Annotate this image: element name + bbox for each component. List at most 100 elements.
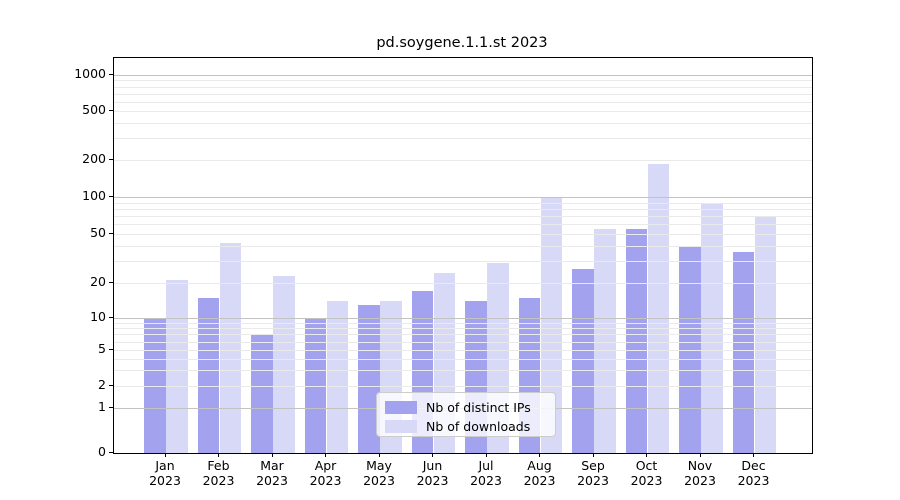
legend-swatch-distinct-ips (385, 401, 417, 414)
x-axis-label-may: May 2023 (339, 458, 419, 488)
bar-downloads-mar (273, 275, 295, 453)
y-axis-label: 1 (98, 399, 106, 414)
y-axis-label: 10 (90, 309, 106, 324)
bar-distinct-ips-mar (251, 334, 273, 453)
bar-distinct-ips-nov (679, 245, 701, 453)
year-label: 2023 (470, 473, 502, 488)
y-axis-label: 5 (98, 341, 106, 356)
year-label: 2023 (737, 473, 770, 488)
year-label: 2023 (309, 473, 342, 488)
year-label: 2023 (630, 473, 663, 488)
y-axis-label: 1000 (74, 66, 106, 81)
gridline-major (114, 197, 812, 198)
gridline-minor (114, 245, 812, 247)
gridline-minor (114, 160, 812, 161)
gridline-minor (114, 216, 812, 218)
year-label: 2023 (363, 473, 395, 488)
y-axis-label: 2 (98, 377, 106, 392)
bar-downloads-apr (326, 301, 349, 453)
gridline-minor (114, 386, 812, 387)
gridline-minor (114, 208, 812, 210)
month-label: Jan (155, 458, 175, 473)
x-axis-label-feb: Feb 2023 (179, 458, 259, 488)
gridline-minor (114, 224, 812, 226)
x-axis-tick (592, 453, 594, 457)
year-label: 2023 (684, 473, 716, 488)
month-label: Jun (422, 458, 443, 473)
month-label: May (366, 458, 392, 473)
x-axis-label-jun: Jun 2023 (393, 458, 473, 488)
gridline-minor (114, 202, 812, 204)
month-label: Sep (581, 458, 605, 473)
gridline-major (114, 75, 812, 76)
bar-distinct-ips-feb (197, 297, 220, 453)
chart-title: pd.soygene.1.1.st 2023 (376, 35, 548, 51)
x-axis-tick (753, 453, 755, 457)
y-axis-label: 500 (82, 102, 106, 117)
gridline-minor (114, 261, 812, 263)
y-axis-tick (109, 407, 113, 409)
gridline-minor (114, 122, 812, 124)
month-label: Aug (527, 458, 552, 473)
month-label: Dec (741, 458, 766, 473)
bar-downloads-sep (594, 228, 616, 453)
y-axis-label: 50 (90, 225, 106, 240)
x-axis-tick (646, 453, 648, 457)
gridline-minor (114, 370, 812, 372)
year-label: 2023 (256, 473, 288, 488)
x-axis-tick (699, 453, 701, 457)
gridline-minor (114, 138, 812, 140)
bar-distinct-ips-dec (732, 251, 755, 453)
legend-item-downloads: Nb of downloads (385, 418, 547, 435)
y-axis-label: 0 (98, 444, 106, 459)
gridline-minor (114, 322, 812, 324)
gridline-minor (114, 283, 812, 284)
y-axis-tick (109, 349, 113, 351)
x-axis-tick (271, 453, 273, 457)
x-axis-label-aug: Aug 2023 (500, 458, 580, 488)
x-axis-label-jan: Jan 2023 (125, 458, 205, 488)
gridline-minor (114, 234, 812, 235)
bar-distinct-ips-jan (144, 318, 166, 453)
y-axis-tick (109, 196, 113, 198)
x-axis-label-apr: Apr 2023 (286, 458, 366, 488)
bar-downloads-feb (219, 243, 242, 453)
bar-distinct-ips-apr (304, 318, 327, 453)
x-axis-tick (539, 453, 541, 457)
y-axis-tick (109, 385, 113, 387)
bar-downloads-aug (540, 197, 563, 453)
y-axis-tick (109, 317, 113, 319)
bar-distinct-ips-sep (572, 268, 594, 453)
x-axis-label-dec: Dec 2023 (714, 458, 794, 488)
month-label: Feb (207, 458, 230, 473)
year-label: 2023 (523, 473, 556, 488)
month-label: Oct (635, 458, 658, 473)
x-axis-label-mar: Mar 2023 (232, 458, 312, 488)
gridline-minor (114, 358, 812, 360)
bar-downloads-oct (647, 164, 670, 453)
gridline-minor (114, 80, 812, 82)
year-label: 2023 (416, 473, 449, 488)
x-axis-tick (432, 453, 434, 457)
bar-downloads-nov (701, 202, 723, 453)
y-axis-label: 20 (90, 274, 106, 289)
y-axis-tick (109, 159, 113, 161)
month-label: Mar (260, 458, 284, 473)
y-axis-tick (109, 110, 113, 112)
x-axis-tick (325, 453, 327, 457)
legend-swatch-downloads (385, 420, 417, 433)
gridline-minor (114, 341, 812, 343)
x-axis-label-oct: Oct 2023 (607, 458, 687, 488)
bar-downloads-jan (166, 280, 188, 453)
y-axis-tick (109, 233, 113, 235)
gridline-minor (114, 101, 812, 103)
bar-distinct-ips-oct (625, 228, 648, 453)
x-axis-tick (378, 453, 380, 457)
year-label: 2023 (149, 473, 181, 488)
legend-label-distinct-ips: Nb of distinct IPs (426, 400, 531, 415)
gridline-minor (114, 93, 812, 95)
gridline-minor (114, 334, 812, 336)
month-label: Jul (478, 458, 494, 473)
legend: Nb of distinct IPs Nb of downloads (376, 392, 556, 437)
